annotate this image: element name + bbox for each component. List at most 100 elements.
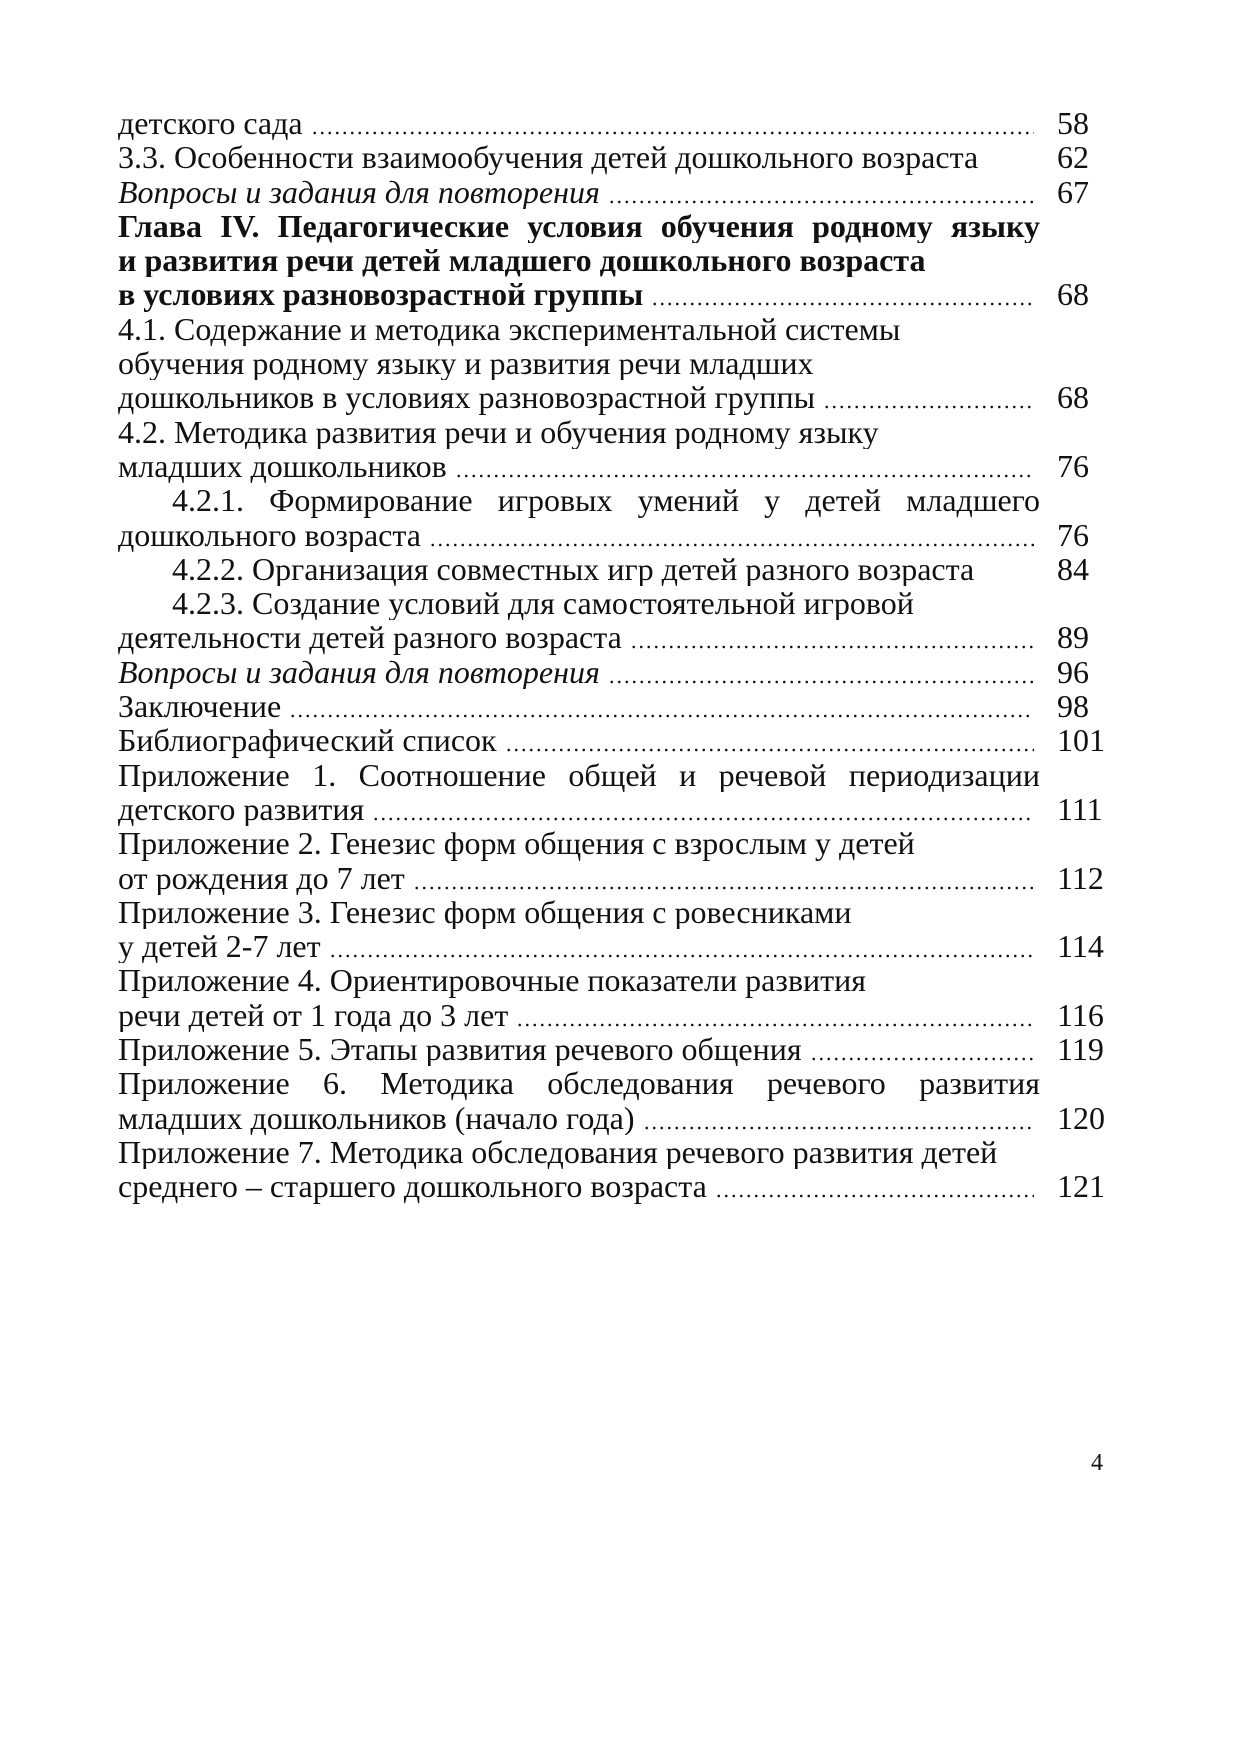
toc-entry-title: Вопросы и задания для повторения <box>118 654 600 690</box>
toc-line: дошкольников в условиях разновозрастной … <box>118 379 1118 416</box>
toc-entry: 4.2. Методика развития речи и обучения р… <box>118 415 1040 449</box>
dot-leader <box>714 1169 1034 1204</box>
dot-leader <box>607 174 1034 209</box>
toc-entry: дошкольного возраста <box>118 517 1040 552</box>
toc-entry: детского сада <box>118 106 1040 141</box>
toc-entry-title: Приложение 1. Соотношение общей и речево… <box>118 757 1040 792</box>
toc-page-number: 96 <box>1057 653 1089 690</box>
dot-leader <box>428 517 1034 552</box>
toc-entry: Приложение 7. Методика обследования рече… <box>118 1135 1040 1169</box>
page-number: 4 <box>1091 1450 1103 1476</box>
dot-leader <box>651 277 1034 312</box>
toc-entry-title: 4.2.3. Создание условий для самостоятель… <box>172 586 914 621</box>
toc-entry-title: 4.2. Методика развития речи и обучения р… <box>118 414 879 449</box>
toc-entry-title: 3.3. Особенности взаимообучения детей до… <box>118 140 979 175</box>
toc-page-number: 68 <box>1057 276 1089 313</box>
toc-page-number: 76 <box>1057 447 1089 484</box>
dot-leader <box>454 448 1034 484</box>
toc-entry: дошкольников в условиях разновозрастной … <box>118 380 1040 415</box>
toc-entry: обучения родному языку и развития речи м… <box>118 346 1040 380</box>
toc-entry: 4.2.1. Формирование игровых умений у дет… <box>118 483 1040 517</box>
toc-entry-title: среднего – старшего дошкольного возраста <box>118 1169 707 1204</box>
toc-line: среднего – старшего дошкольного возраста… <box>118 1168 1118 1205</box>
toc-entry: Приложение 4. Ориентировочные показатели… <box>118 963 1040 997</box>
toc-entry: младших дошкольников <box>118 448 1040 484</box>
toc-entry-title: 4.2.1. Формирование игровых умений у дет… <box>172 483 1040 518</box>
toc-line: речи детей от 1 года до 3 лет 116 <box>118 996 1118 1033</box>
toc-line: обучения родному языку и развития речи м… <box>118 346 1118 380</box>
toc-line: Вопросы и задания для повторения 96 <box>118 653 1118 690</box>
toc-line: Приложение 6. Методика обследования рече… <box>118 1066 1118 1100</box>
toc-entry: Приложение 2. Генезис форм общения с взр… <box>118 826 1040 860</box>
toc-entry-title: деятельности детей разного возраста <box>118 620 622 655</box>
toc-page-number: 116 <box>1057 996 1104 1033</box>
toc-line: 4.2. Методика развития речи и обучения р… <box>118 415 1118 449</box>
toc-page-number: 68 <box>1057 379 1089 416</box>
toc-line: Приложение 7. Методика обследования рече… <box>118 1135 1118 1169</box>
toc-page-number: 58 <box>1057 105 1089 141</box>
toc-entry: Библиографический список <box>118 723 1040 758</box>
toc-entry-title: речи детей от 1 года до 3 лет <box>118 997 509 1033</box>
toc-page-number: 84 <box>1057 550 1089 587</box>
toc-entry: Приложение 3. Генезис форм общения с ров… <box>118 895 1040 929</box>
toc-entry: 4.2.2. Организация совместных игр детей … <box>118 552 1040 586</box>
toc-entry-title: 4.2.2. Организация совместных игр детей … <box>172 551 975 587</box>
toc-line: Приложение 3. Генезис форм общения с ров… <box>118 895 1118 929</box>
toc-line: Приложение 4. Ориентировочные показатели… <box>118 963 1118 997</box>
toc-entry-title: дошкольников в условиях разновозрастной … <box>118 380 816 415</box>
toc-line: Приложение 1. Соотношение общей и речево… <box>118 758 1118 792</box>
toc-line: Заключение 98 <box>118 689 1118 724</box>
toc-entry-title: Приложение 7. Методика обследования рече… <box>118 1134 998 1170</box>
toc-page-number: 89 <box>1057 619 1089 656</box>
toc-entry-title: детского развития <box>118 791 365 827</box>
toc-line: Приложение 2. Генезис форм общения с взр… <box>118 826 1118 860</box>
toc-entry-title: Приложение 5. Этапы развития речевого об… <box>118 1032 802 1067</box>
dot-leader <box>504 723 1034 758</box>
toc-entry: от рождения до 7 лет <box>118 860 1040 895</box>
toc-entry: Вопросы и задания для повторения <box>118 174 1040 209</box>
toc-entry-title: Вопросы и задания для повторения <box>118 174 600 209</box>
toc-line: 4.1. Содержание и методика экспериментал… <box>118 312 1118 346</box>
toc-entry: Глава IV. Педагогические условия обучени… <box>118 209 1040 243</box>
toc-line: у детей 2-7 лет 114 <box>118 929 1118 964</box>
toc-entry: 3.3. Особенности взаимообучения детей до… <box>118 140 1040 174</box>
toc-entry-title: Приложение 2. Генезис форм общения с взр… <box>118 826 915 861</box>
toc-line: Библиографический список 101 <box>118 723 1118 758</box>
toc-page-number: 62 <box>1057 139 1089 176</box>
toc-entry-title: от рождения до 7 лет <box>118 860 405 895</box>
toc-page-number: 111 <box>1057 790 1103 827</box>
toc-entry-title: и развития речи детей младшего дошкольно… <box>118 243 926 278</box>
dot-leader <box>372 791 1034 827</box>
dot-leader <box>607 654 1034 690</box>
toc-line: и развития речи детей младшего дошкольно… <box>118 243 1118 277</box>
toc-page-number: 119 <box>1057 1031 1104 1068</box>
toc-entry: у детей 2-7 лет <box>118 929 1040 964</box>
toc-entry-title: обучения родному языку и развития речи м… <box>118 346 814 381</box>
toc-entry-title: дошкольного возраста <box>118 517 421 552</box>
toc-entry: среднего – старшего дошкольного возраста <box>118 1169 1040 1204</box>
toc-line: деятельности детей разного возраста 89 <box>118 619 1118 656</box>
dot-leader <box>809 1032 1034 1067</box>
toc-line: 4.2.2. Организация совместных игр детей … <box>118 550 1118 587</box>
toc-entry: деятельности детей разного возраста <box>118 620 1040 655</box>
dot-leader <box>289 689 1034 724</box>
toc-page-number: 120 <box>1057 1099 1105 1136</box>
toc-line: детского развития 111 <box>118 790 1118 827</box>
toc-entry: и развития речи детей младшего дошкольно… <box>118 243 1040 277</box>
toc-entry: детского развития <box>118 791 1040 827</box>
toc-line: от рождения до 7 лет 112 <box>118 859 1118 896</box>
toc-entry: Приложение 1. Соотношение общей и речево… <box>118 758 1040 792</box>
toc-line: в условиях разновозрастной группы 68 <box>118 276 1118 313</box>
toc-line: 3.3. Особенности взаимообучения детей до… <box>118 139 1118 176</box>
toc-entry: в условиях разновозрастной группы <box>118 277 1040 312</box>
toc-entry-title: Приложение 3. Генезис форм общения с ров… <box>118 894 852 930</box>
toc-entry: Приложение 6. Методика обследования рече… <box>118 1066 1040 1100</box>
toc-page-number: 121 <box>1057 1168 1105 1205</box>
toc-page-number: 112 <box>1057 859 1104 896</box>
toc-entry-title: детского сада <box>118 106 303 141</box>
dot-leader <box>328 929 1034 964</box>
toc-entry-title: Глава IV. Педагогические условия обучени… <box>118 208 1040 244</box>
dot-leader <box>629 620 1034 655</box>
toc-line: дошкольного возраста 76 <box>118 517 1118 552</box>
toc-line: детского сада 58 <box>118 105 1118 141</box>
